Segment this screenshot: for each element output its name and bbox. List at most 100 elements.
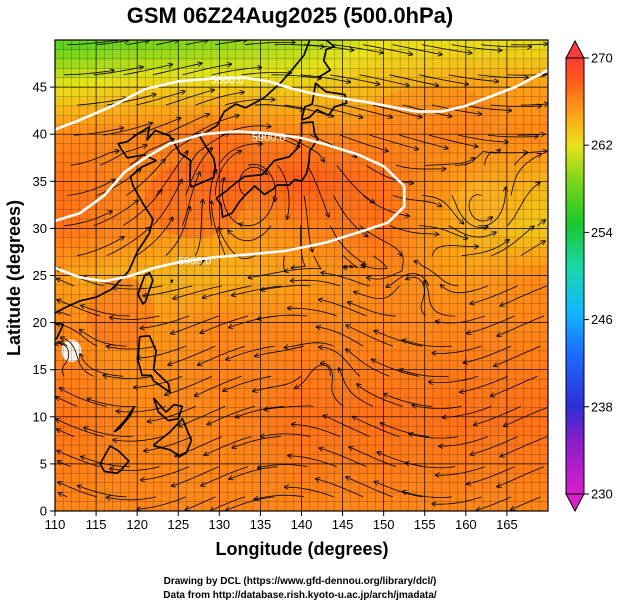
heat-cell <box>153 463 163 474</box>
heat-cell <box>161 284 171 295</box>
heat-cell <box>326 200 335 211</box>
heat-cell <box>71 473 81 484</box>
heat-cell <box>334 332 344 343</box>
heat-cell <box>424 237 434 248</box>
heat-cell <box>120 284 130 295</box>
heat-cell <box>383 473 393 484</box>
streamline <box>236 406 285 417</box>
heat-cell <box>326 303 335 314</box>
heat-cell <box>416 350 426 361</box>
heat-cell <box>104 143 114 154</box>
heat-cell <box>506 284 516 295</box>
heat-cell <box>375 209 385 220</box>
heat-cell <box>55 115 64 126</box>
heat-cell <box>252 303 262 314</box>
heat-cell <box>367 105 377 116</box>
heat-cell <box>170 275 179 286</box>
heat-cell <box>285 350 294 361</box>
heat-cell <box>112 266 122 277</box>
heat-cell <box>391 124 401 135</box>
streamline <box>428 134 478 147</box>
heat-cell <box>285 143 294 154</box>
heat-cell <box>539 492 548 503</box>
heat-cell <box>383 247 393 258</box>
heat-cell <box>293 294 303 305</box>
heat-cell <box>506 256 516 267</box>
streamline <box>59 342 68 347</box>
heat-cell <box>539 360 548 371</box>
heat-cell <box>243 463 253 474</box>
heat-cell <box>301 492 311 503</box>
heat-cell <box>515 275 524 286</box>
heat-cell <box>416 200 426 211</box>
heat-cell <box>128 350 138 361</box>
heat-cell <box>506 482 516 493</box>
heat-cell <box>104 77 114 88</box>
heat-cell <box>432 256 442 267</box>
streamline <box>58 482 98 498</box>
heat-cell <box>474 58 483 69</box>
heat-cell <box>137 237 146 248</box>
heat-cell <box>515 49 524 60</box>
heat-cell <box>350 473 360 484</box>
heat-cell <box>457 171 467 182</box>
heat-cell <box>515 332 524 343</box>
heat-cell <box>474 388 483 399</box>
heat-cell <box>317 492 327 503</box>
heat-cell <box>301 454 311 465</box>
heat-cell <box>531 397 541 408</box>
heat-cell <box>252 105 262 116</box>
heat-cell <box>449 105 459 116</box>
heat-cell <box>104 162 114 173</box>
streamline <box>507 183 540 226</box>
heat-cell <box>120 228 130 239</box>
heat-cell <box>227 407 237 418</box>
heat-cell <box>285 153 294 164</box>
streamline <box>425 158 475 166</box>
heat-cell <box>211 143 220 154</box>
heat-cell <box>170 162 179 173</box>
streamline <box>219 228 255 260</box>
heat-cell <box>490 294 500 305</box>
heat-cell <box>293 124 303 135</box>
heat-cell <box>375 426 385 437</box>
heat-cell <box>432 209 442 220</box>
heat-cell <box>506 322 516 333</box>
heat-cell <box>359 115 368 126</box>
heat-cell <box>432 473 442 484</box>
heat-cell <box>211 209 220 220</box>
heat-cell <box>252 454 262 465</box>
heat-cell <box>317 426 327 437</box>
heat-cell <box>211 115 220 126</box>
heat-cell <box>276 463 286 474</box>
heat-cell <box>243 228 253 239</box>
heat-cell <box>79 218 89 229</box>
heat-cell <box>243 77 253 88</box>
heat-cell <box>63 379 73 390</box>
heat-cell <box>285 492 294 503</box>
heat-cell <box>55 397 64 408</box>
heat-cell <box>408 209 418 220</box>
heat-cell <box>531 171 541 182</box>
heat-cell <box>293 473 303 484</box>
heat-cell <box>449 341 459 352</box>
heat-cell <box>391 303 401 314</box>
streamline <box>192 115 239 136</box>
heat-cell <box>416 40 426 51</box>
heat-cell <box>490 68 500 79</box>
heat-cell <box>145 482 155 493</box>
heat-cell <box>276 68 286 79</box>
heat-cell <box>301 463 311 474</box>
heat-cell <box>309 200 319 211</box>
heat-cell <box>309 407 319 418</box>
heat-cell <box>120 322 130 333</box>
streamline <box>203 285 252 298</box>
heat-cell <box>153 284 163 295</box>
heat-cell <box>408 501 418 511</box>
heat-cell <box>268 228 278 239</box>
streamline <box>359 74 409 86</box>
heat-cell <box>408 463 418 474</box>
heat-cell <box>350 294 360 305</box>
heat-cell <box>465 58 475 69</box>
heat-cell <box>227 247 237 258</box>
